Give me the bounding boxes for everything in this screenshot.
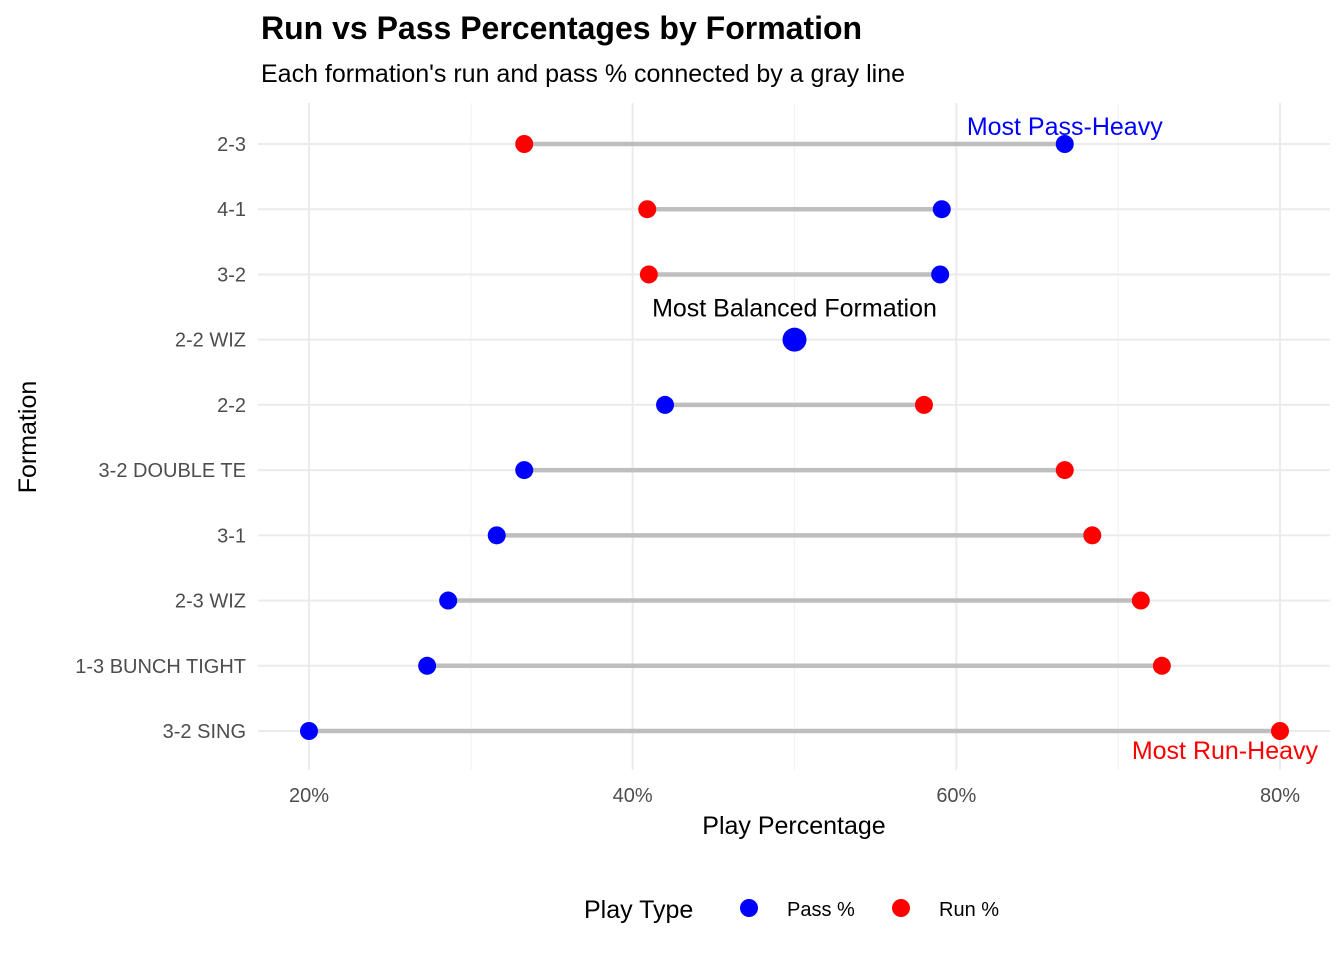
- legend-title: Play Type: [584, 896, 693, 924]
- y-axis-title: Formation: [14, 381, 42, 494]
- run-point: [1083, 526, 1102, 545]
- pass-point: [439, 591, 458, 610]
- chart-subtitle: Each formation's run and pass % connecte…: [261, 60, 906, 88]
- legend: Play Type Pass % Run %: [584, 896, 999, 924]
- run-point: [639, 265, 658, 284]
- pass-point: [515, 461, 534, 480]
- x-axis-ticks: 20% 40% 60% 80%: [289, 785, 1300, 807]
- chart-title: Run vs Pass Percentages by Formation: [261, 10, 863, 46]
- run-point: [914, 395, 933, 414]
- x-tick-label: 40%: [613, 785, 653, 807]
- pass-point: [487, 526, 506, 545]
- y-tick-label: 3-2: [217, 264, 246, 286]
- x-tick-label: 60%: [936, 785, 976, 807]
- y-tick-label: 2-2 WIZ: [175, 330, 246, 352]
- pass-point: [656, 395, 675, 414]
- pass-point: [932, 200, 951, 219]
- legend-key: [892, 899, 910, 917]
- run-point: [515, 135, 534, 153]
- legend-label: Pass %: [787, 899, 855, 921]
- y-tick-label: 3-2 DOUBLE TE: [99, 460, 246, 482]
- y-tick-label: 2-3 WIZ: [175, 591, 246, 613]
- y-tick-label: 2-2: [217, 395, 246, 417]
- y-tick-label: 3-2 SING: [163, 721, 246, 743]
- y-tick-label: 4-1: [217, 199, 246, 221]
- x-axis-title: Play Percentage: [702, 812, 885, 840]
- legend-label: Run %: [939, 899, 999, 921]
- y-tick-label: 2-3: [217, 134, 246, 156]
- x-tick-label: 20%: [289, 785, 329, 807]
- annotation-label: Most Run-Heavy: [1132, 737, 1319, 765]
- run-point: [1055, 461, 1074, 480]
- legend-key: [740, 899, 758, 917]
- pass-point: [418, 656, 437, 675]
- y-tick-label: 3-1: [217, 525, 246, 547]
- pass-point: [1055, 135, 1074, 153]
- run-point: [1271, 722, 1289, 740]
- pass-point: [782, 327, 807, 352]
- x-tick-label: 80%: [1260, 785, 1300, 807]
- pass-point: [931, 265, 950, 284]
- annotations: Most Pass-Heavy Most Balanced Formation Mo…: [652, 113, 1318, 765]
- y-axis-ticks: 2-3 4-1 3-2 2-2 WIZ 2-2 3-2 DOUBLE TE 3-1 2-3 W…: [75, 134, 246, 743]
- y-tick-label: 1-3 BUNCH TIGHT: [75, 656, 246, 678]
- connector-lines: [309, 141, 1280, 734]
- run-point: [638, 200, 657, 219]
- annotation-label: Most Pass-Heavy: [967, 113, 1163, 141]
- annotation-label: Most Balanced Formation: [652, 295, 937, 323]
- run-point: [1131, 591, 1150, 610]
- pass-point: [300, 722, 318, 740]
- run-point: [1152, 656, 1171, 675]
- data-points: [300, 135, 1289, 740]
